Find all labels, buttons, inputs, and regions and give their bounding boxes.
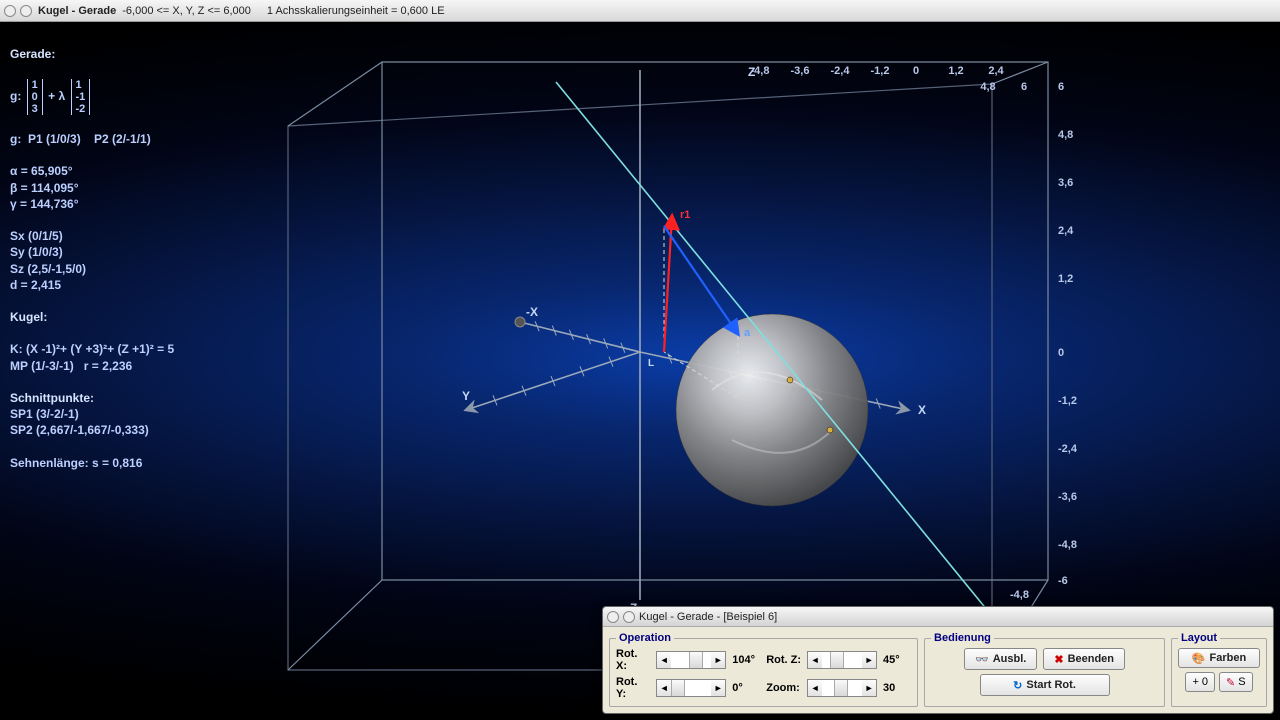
svg-text:a: a: [744, 327, 751, 339]
refresh-icon: ↻: [1013, 679, 1022, 692]
glasses-icon: 👓: [975, 653, 989, 666]
rotz-inc[interactable]: ►: [862, 652, 876, 668]
rotz-dec[interactable]: ◄: [808, 652, 822, 668]
svg-text:-4,8: -4,8: [1010, 589, 1029, 601]
button-edit-s[interactable]: ✎S: [1219, 672, 1253, 692]
svg-text:-X: -X: [526, 305, 538, 319]
svg-text:-1,2: -1,2: [1058, 395, 1077, 407]
title-range: -6,000 <= X, Y, Z <= 6,000: [122, 5, 251, 17]
svg-text:6: 6: [1058, 81, 1064, 93]
svg-text:2,4: 2,4: [988, 65, 1004, 77]
value-zoom: 30: [883, 682, 911, 694]
svg-text:-3,6: -3,6: [791, 65, 810, 77]
window-button-1[interactable]: [4, 5, 16, 17]
plus-icon: +: [1192, 676, 1198, 688]
ctrl-win-btn-2[interactable]: [623, 611, 635, 623]
value-rotz: 45°: [883, 654, 911, 666]
svg-text:-4,8: -4,8: [1058, 539, 1077, 551]
roty-dec[interactable]: ◄: [657, 680, 671, 696]
svg-text:6: 6: [1021, 81, 1027, 93]
button-ausbl[interactable]: 👓Ausbl.: [964, 648, 1037, 670]
label-rotx: Rot. X:: [616, 648, 650, 672]
label-roty: Rot. Y:: [616, 676, 650, 700]
button-farben[interactable]: 🎨Farben: [1178, 648, 1260, 668]
group-layout: Layout 🎨Farben +0 ✎S: [1171, 632, 1267, 707]
control-title: Kugel - Gerade - [Beispiel 6]: [639, 611, 777, 623]
ctrl-win-btn-1[interactable]: [607, 611, 619, 623]
svg-text:r1: r1: [680, 209, 690, 221]
group-bedienung: Bedienung 👓Ausbl. ✖Beenden ↻Start Rot.: [924, 632, 1165, 707]
svg-text:3,6: 3,6: [1058, 177, 1073, 189]
main-titlebar: Kugel - Gerade -6,000 <= X, Y, Z <= 6,00…: [0, 0, 1280, 22]
legend-layout: Layout: [1178, 632, 1220, 644]
svg-text:-3,6: -3,6: [1058, 491, 1077, 503]
svg-text:-6: -6: [1058, 575, 1068, 587]
svg-text:X: X: [918, 403, 926, 417]
rotx-inc[interactable]: ►: [711, 652, 725, 668]
svg-text:2,4: 2,4: [1058, 225, 1074, 237]
svg-text:-2,4: -2,4: [831, 65, 851, 77]
label-zoom: Zoom:: [766, 682, 801, 694]
zoom-dec[interactable]: ◄: [808, 680, 822, 696]
control-window[interactable]: Kugel - Gerade - [Beispiel 6] Operation …: [602, 606, 1274, 714]
svg-text:-4,8: -4,8: [751, 65, 770, 77]
spinner-rotz[interactable]: ◄►: [807, 651, 877, 669]
value-rotx: 104°: [732, 654, 760, 666]
svg-text:Y: Y: [462, 389, 470, 403]
zoom-inc[interactable]: ►: [862, 680, 876, 696]
svg-text:-1,2: -1,2: [871, 65, 890, 77]
pencil-icon: ✎: [1226, 676, 1235, 689]
spinner-roty[interactable]: ◄►: [656, 679, 726, 697]
label-rotz: Rot. Z:: [766, 654, 801, 666]
button-start-rot[interactable]: ↻Start Rot.: [980, 674, 1110, 696]
svg-text:4,8: 4,8: [1058, 129, 1073, 141]
spinner-rotx[interactable]: ◄►: [656, 651, 726, 669]
roty-inc[interactable]: ►: [711, 680, 725, 696]
title-unit: 1 Achsskalierungseinheit = 0,600 LE: [267, 5, 445, 17]
viewport-3d[interactable]: Gerade: g: 103 + λ 1-1-2 g: P1 (1/0/3) P…: [0, 22, 1280, 720]
svg-text:1,2: 1,2: [1058, 273, 1073, 285]
button-beenden[interactable]: ✖Beenden: [1043, 648, 1125, 670]
close-icon: ✖: [1054, 653, 1063, 666]
button-plus-o[interactable]: +0: [1185, 672, 1215, 692]
window-button-2[interactable]: [20, 5, 32, 17]
group-operation: Operation Rot. X: ◄► 104° Rot. Z: ◄► 45°…: [609, 632, 918, 707]
svg-text:1,2: 1,2: [948, 65, 963, 77]
rotx-dec[interactable]: ◄: [657, 652, 671, 668]
legend-operation: Operation: [616, 632, 674, 644]
svg-text:0: 0: [1058, 347, 1064, 359]
control-titlebar[interactable]: Kugel - Gerade - [Beispiel 6]: [603, 607, 1273, 627]
svg-text:-2,4: -2,4: [1058, 443, 1078, 455]
svg-text:L: L: [648, 358, 654, 369]
value-roty: 0°: [732, 682, 760, 694]
legend-bedienung: Bedienung: [931, 632, 994, 644]
svg-text:4,8: 4,8: [980, 81, 995, 93]
spinner-zoom[interactable]: ◄►: [807, 679, 877, 697]
svg-text:0: 0: [913, 65, 919, 77]
title-prefix: Kugel - Gerade: [38, 5, 116, 17]
palette-icon: 🎨: [1192, 652, 1206, 665]
